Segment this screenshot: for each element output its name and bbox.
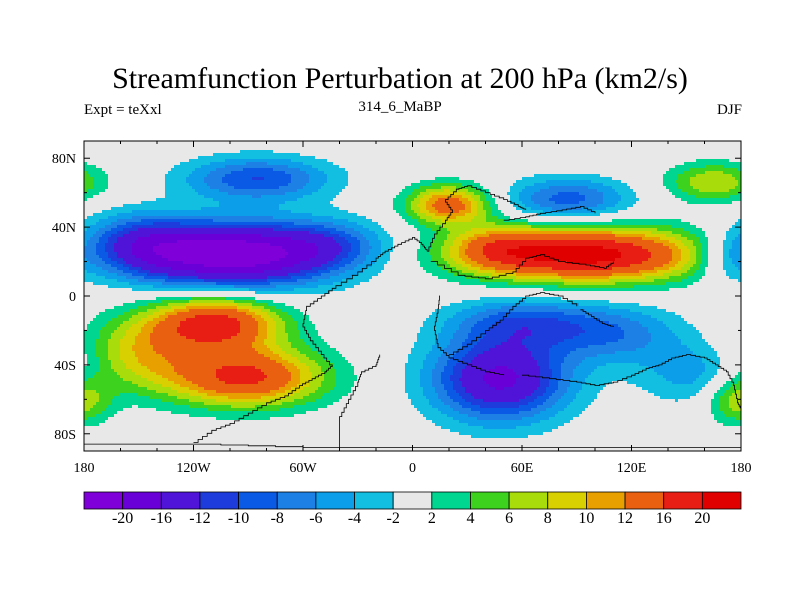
colorbar-label: -20	[112, 510, 133, 528]
coastline-segment	[193, 237, 428, 443]
colorbar-swatch	[701, 491, 742, 510]
colorbar-label: -6	[309, 510, 322, 528]
case-label: 314_6_MaBP	[0, 99, 800, 116]
colorbar-label: 2	[428, 510, 436, 528]
x-tick-label: 120E	[617, 461, 647, 476]
colorbar	[83, 491, 742, 510]
coastline-segment	[503, 206, 596, 221]
x-tick-label: 0	[409, 461, 416, 476]
x-tick-label: 180	[731, 461, 752, 476]
coastline-segment	[84, 443, 741, 448]
colorbar-swatch	[547, 491, 587, 510]
y-tick-label: 80S	[54, 428, 76, 443]
experiment-label: Expt = teXxl	[84, 102, 162, 119]
coastline-segment	[430, 254, 614, 280]
colorbar-label: 16	[656, 510, 672, 528]
colorbar-swatch	[160, 491, 201, 510]
coastlines	[84, 185, 742, 448]
coastline-segment	[522, 354, 742, 410]
colorbar-swatch	[83, 491, 124, 510]
coastline-segment	[434, 295, 505, 376]
coastline-segment	[449, 292, 578, 355]
x-tick-label: 60W	[289, 461, 317, 476]
colorbar-label: -8	[271, 510, 284, 528]
colorbar-label: 20	[694, 510, 710, 528]
coastline-segment	[580, 309, 614, 327]
colorbar-label: 4	[466, 510, 474, 528]
colorbar-label: 6	[505, 510, 513, 528]
x-tick-label: 120W	[176, 461, 211, 476]
coastline-segment	[427, 185, 527, 252]
y-tick-label: 40N	[52, 221, 76, 236]
colorbar-swatch	[470, 491, 510, 510]
colorbar-label: -4	[348, 510, 361, 528]
y-tick-label: 40S	[54, 359, 76, 374]
colorbar-swatch	[624, 491, 665, 510]
chart-title: Streamfunction Perturbation at 200 hPa (…	[0, 62, 800, 96]
colorbar-label: 10	[578, 510, 594, 528]
colorbar-swatch	[508, 491, 549, 510]
colorbar-label: -16	[151, 510, 172, 528]
colorbar-swatch	[354, 491, 394, 510]
colorbar-swatch	[238, 491, 278, 510]
colorbar-swatch	[276, 491, 317, 510]
colorbar-label: 8	[544, 510, 552, 528]
colorbar-swatch	[199, 491, 239, 510]
y-tick-label: 0	[69, 290, 76, 305]
colorbar-swatch	[431, 491, 471, 510]
colorbar-label: -2	[387, 510, 400, 528]
colorbar-swatch	[122, 491, 162, 510]
x-tick-label: 60E	[511, 461, 534, 476]
colorbar-swatch	[392, 491, 433, 510]
colorbar-label: -12	[189, 510, 210, 528]
x-tick-label: 180	[74, 461, 95, 476]
colorbar-label: -10	[228, 510, 249, 528]
y-tick-label: 80N	[52, 152, 76, 167]
axis-ticks: 180 120W 60W 0 60E 120E 180 80N 40N 0 40S 80S	[52, 141, 752, 476]
colorbar-swatch	[315, 491, 355, 510]
coastline-segment	[339, 354, 381, 448]
season-label: DJF	[717, 102, 742, 119]
streamfunction-field	[84, 141, 741, 451]
colorbar-swatch	[663, 491, 703, 510]
colorbar-swatch	[586, 491, 626, 510]
colorbar-label: 12	[617, 510, 633, 528]
